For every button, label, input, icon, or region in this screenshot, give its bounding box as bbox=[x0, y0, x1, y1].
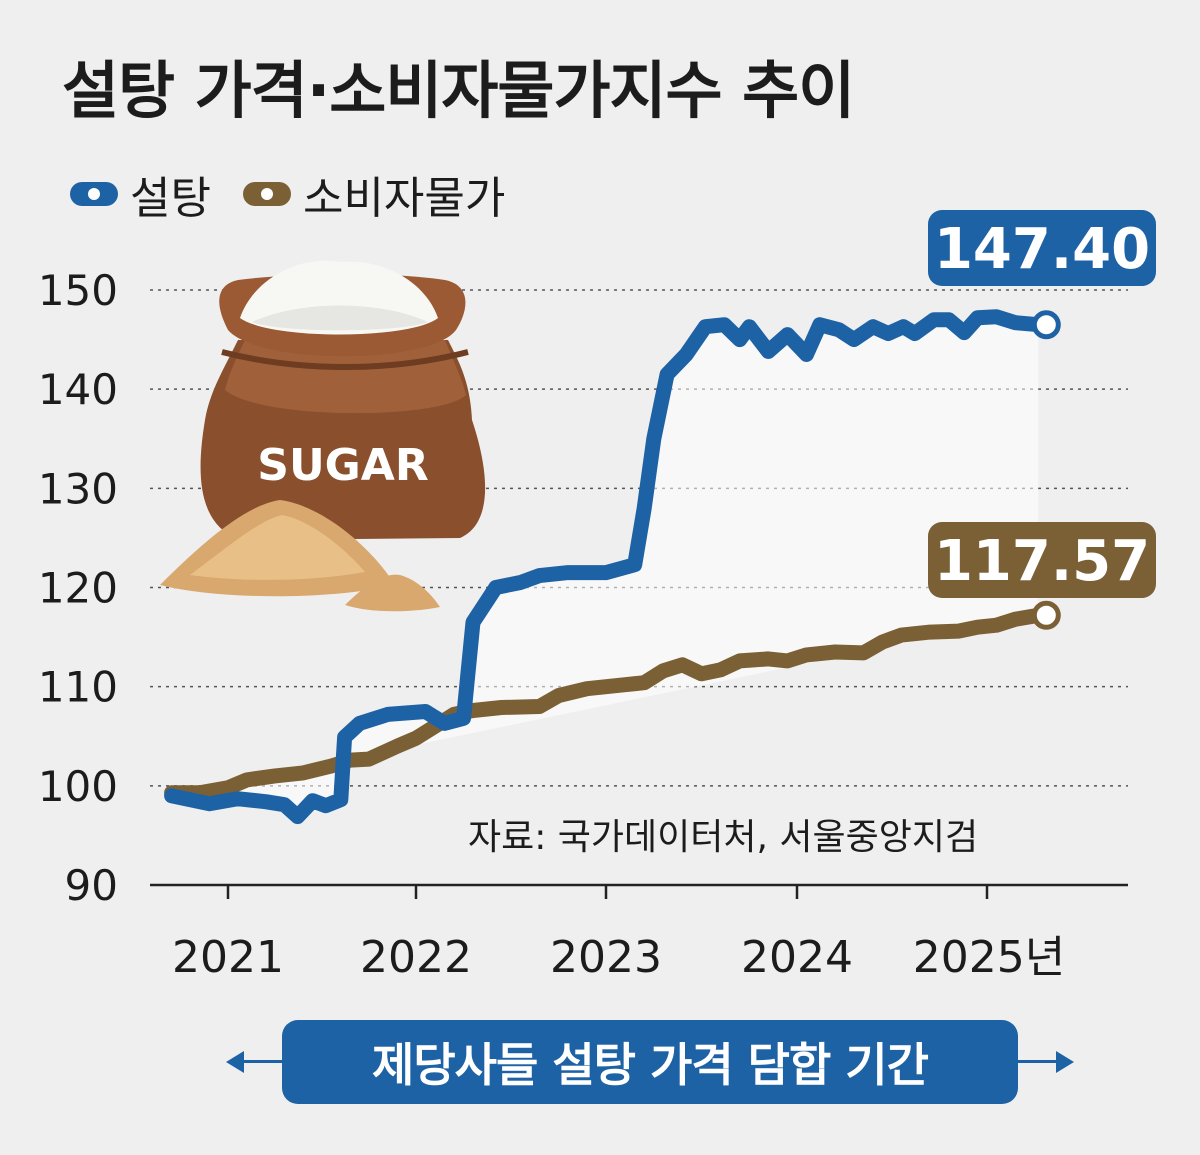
legend-label-sugar: 설탕 bbox=[130, 173, 211, 224]
series-lines bbox=[164, 309, 1061, 825]
legend: 설탕 소비자물가 bbox=[70, 162, 537, 226]
legend-swatch-sugar bbox=[70, 182, 118, 206]
arrow-left-icon bbox=[226, 1051, 244, 1073]
y-tick-label: 100 bbox=[38, 762, 118, 811]
legend-label-cpi: 소비자물가 bbox=[302, 173, 506, 224]
sugar-pile-shade bbox=[252, 305, 428, 331]
y-axis-ticks: 150 140 130 120 110 100 90 bbox=[38, 266, 118, 910]
series-end-marker bbox=[1031, 600, 1061, 630]
series-line-cpi bbox=[164, 607, 1046, 801]
series-line-sugar bbox=[164, 309, 1046, 825]
chart-title: 설탕 가격·소비자물가지수 추이 bbox=[62, 54, 855, 127]
legend-item-cpi: 소비자물가 bbox=[242, 162, 506, 226]
period-label: 제당사들 설탕 가격 담합 기간 bbox=[282, 1020, 1018, 1104]
legend-swatch-cpi bbox=[242, 182, 291, 206]
x-tick-label: 2021 bbox=[172, 932, 284, 983]
end-value-callouts: 147.40 117.57 bbox=[928, 210, 1156, 598]
y-tick-label: 110 bbox=[38, 663, 118, 712]
x-axis: 2021 2022 2023 2024 2025년 bbox=[150, 883, 1128, 983]
x-tick-label: 2022 bbox=[360, 932, 472, 983]
y-tick-label: 130 bbox=[38, 464, 118, 513]
x-tick-label: 2023 bbox=[550, 932, 662, 983]
sugar-bag-illustration: SUGAR bbox=[160, 260, 486, 612]
y-tick-label: 120 bbox=[38, 564, 118, 613]
brown-sugar-pile-highlight bbox=[190, 515, 365, 580]
bag-tie bbox=[221, 349, 469, 370]
bag-label: SUGAR bbox=[257, 440, 428, 491]
arrow-right-icon bbox=[1056, 1051, 1074, 1073]
y-tick-label: 140 bbox=[38, 365, 118, 414]
y-tick-label: 90 bbox=[65, 861, 118, 910]
bag-body-highlight bbox=[225, 340, 466, 414]
brown-sugar-small-pile bbox=[345, 574, 440, 612]
source-note: 자료: 국가데이터처, 서울중앙지검 bbox=[468, 817, 979, 858]
collusion-period-banner: 제당사들 설탕 가격 담합 기간 bbox=[226, 1020, 1074, 1104]
legend-item-sugar: 설탕 bbox=[70, 162, 211, 226]
end-value-callout bbox=[928, 210, 1156, 286]
y-tick-label: 150 bbox=[38, 266, 118, 315]
end-value-label: 147.40 bbox=[934, 217, 1150, 282]
series-end-marker bbox=[1031, 310, 1061, 340]
end-value-callout bbox=[928, 522, 1156, 598]
x-tick-label: 2024 bbox=[741, 932, 853, 983]
end-value-label: 117.57 bbox=[934, 529, 1150, 594]
gap-area bbox=[171, 316, 1039, 817]
x-tick-label: 2025년 bbox=[913, 932, 1065, 983]
